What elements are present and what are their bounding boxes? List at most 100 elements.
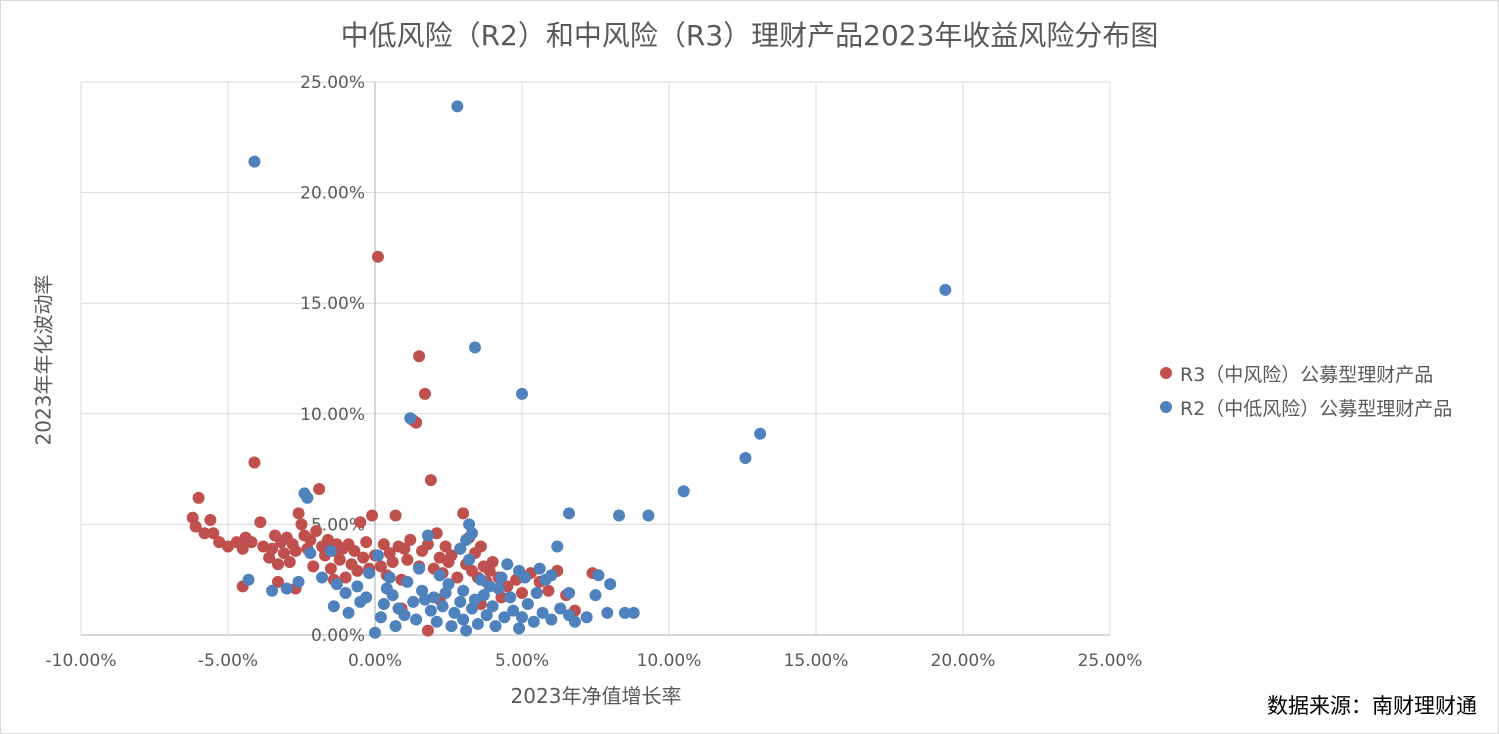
- r2-data-point: [389, 620, 402, 633]
- r2-data-point: [351, 580, 364, 593]
- r3-data-point: [207, 527, 220, 540]
- r2-data-point: [371, 549, 384, 562]
- r2-data-point: [471, 617, 484, 630]
- r3-data-point: [354, 516, 367, 529]
- x-tick-label: -5.00%: [198, 651, 258, 671]
- r2-data-point: [539, 573, 552, 586]
- x-tick-label: 5.00%: [495, 651, 549, 671]
- r2-data-point: [468, 341, 481, 354]
- r2-data-point: [589, 589, 602, 602]
- r2-data-point: [563, 507, 576, 520]
- r2-data-point: [501, 558, 514, 571]
- r2-data-point: [369, 626, 381, 639]
- r2-data-point: [677, 485, 690, 498]
- r2-data-point: [483, 580, 496, 593]
- r2-data-point: [280, 582, 293, 595]
- r2-data-point: [457, 584, 470, 597]
- r2-data-point: [551, 540, 564, 553]
- y-tick-label: 0.00%: [311, 626, 365, 646]
- r2-data-point: [739, 452, 752, 465]
- r2-data-point: [627, 606, 640, 619]
- r2-data-point: [427, 591, 440, 604]
- x-tick-label: 25.00%: [1078, 651, 1143, 671]
- r2-data-point: [421, 529, 434, 542]
- r2-data-point: [304, 547, 317, 560]
- r2-data-point: [430, 615, 443, 628]
- r3-data-point: [192, 491, 205, 504]
- x-tick-label: 0.00%: [348, 651, 402, 671]
- r3-data-point: [421, 624, 434, 637]
- r3-data-point: [283, 556, 296, 569]
- r2-data-point: [374, 611, 387, 624]
- r2-data-point: [457, 613, 470, 626]
- r2-data-point: [601, 606, 614, 619]
- r3-data-point: [389, 509, 402, 522]
- r3-data-point: [418, 387, 431, 400]
- r3-data-point: [445, 549, 458, 562]
- r3-data-point: [386, 556, 399, 569]
- r3-data-point: [339, 571, 352, 584]
- r2-data-point: [460, 624, 473, 637]
- legend-marker-r2: [1160, 401, 1172, 413]
- x-axis-label: 2023年净值增长率: [510, 684, 682, 708]
- r2-data-point: [604, 578, 617, 591]
- r2-data-point: [536, 606, 549, 619]
- r3-data-point: [204, 513, 217, 526]
- r3-data-point: [357, 551, 370, 564]
- r2-data-point: [563, 586, 576, 599]
- r2-data-point: [342, 606, 355, 619]
- r2-data-point: [386, 589, 399, 602]
- chart-title: 中低风险（R2）和中风险（R3）理财产品2023年收益风险分布图: [340, 19, 1159, 52]
- r2-data-point: [521, 598, 534, 611]
- r2-data-point: [383, 571, 396, 584]
- r2-data-point: [401, 575, 414, 588]
- r2-data-point: [460, 533, 473, 546]
- r2-data-point: [330, 578, 343, 591]
- r2-data-point: [568, 615, 581, 628]
- legend-item-r2: R2（中低风险）公募型理财产品: [1160, 390, 1452, 424]
- r3-data-point: [351, 564, 364, 577]
- r3-data-point: [277, 547, 290, 560]
- r2-data-point: [489, 620, 502, 633]
- r2-data-point: [463, 553, 476, 566]
- r3-data-point: [313, 483, 326, 496]
- r2-data-point: [424, 604, 437, 617]
- y-tick-label: 10.00%: [300, 405, 365, 425]
- r3-data-point: [248, 456, 261, 469]
- r2-data-point: [516, 611, 528, 624]
- r2-data-point: [554, 602, 567, 615]
- r2-data-point: [754, 427, 767, 440]
- r2-data-point: [451, 100, 464, 113]
- r3-data-point: [189, 520, 202, 533]
- r2-data-point: [248, 155, 261, 168]
- data-source-note: 数据来源：南财理财通: [1267, 694, 1477, 718]
- r2-data-point: [939, 283, 952, 296]
- r2-data-point: [324, 544, 337, 557]
- r2-data-point: [474, 573, 487, 586]
- r3-data-point: [292, 507, 305, 520]
- r2-data-point: [398, 609, 411, 622]
- r2-data-point: [292, 575, 305, 588]
- r3-data-point: [271, 558, 284, 571]
- r3-data-point: [398, 542, 411, 555]
- r2-data-point: [266, 584, 279, 597]
- r2-data-point: [516, 387, 528, 400]
- r3-data-point: [542, 584, 555, 597]
- r3-data-point: [324, 562, 337, 575]
- r2-data-point: [518, 571, 531, 584]
- r2-data-point: [407, 595, 420, 608]
- r3-data-point: [474, 540, 487, 553]
- r2-data-point: [363, 567, 376, 580]
- r2-data-point: [533, 562, 546, 575]
- r3-data-point: [289, 544, 302, 557]
- r2-data-point: [404, 412, 417, 425]
- legend-item-r3: R3（中风险）公募型理财产品: [1160, 356, 1452, 390]
- r2-data-point: [513, 622, 526, 635]
- r2-data-point: [454, 542, 467, 555]
- y-axis-label: 2023年年化波动率: [31, 274, 56, 446]
- r2-data-point: [327, 600, 340, 613]
- y-tick-label: 5.00%: [311, 515, 365, 535]
- x-tick-label: 15.00%: [784, 651, 849, 671]
- legend-label-r2: R2（中低风险）公募型理财产品: [1180, 397, 1453, 420]
- legend: R3（中风险）公募型理财产品 R2（中低风险）公募型理财产品: [1160, 356, 1452, 424]
